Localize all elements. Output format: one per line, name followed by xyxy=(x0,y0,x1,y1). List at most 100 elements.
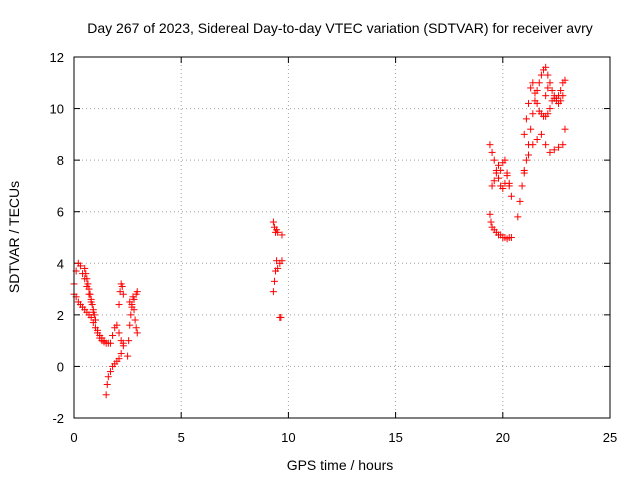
data-point xyxy=(559,141,567,149)
data-point xyxy=(561,125,569,133)
data-point xyxy=(102,391,110,399)
data-point xyxy=(542,63,550,71)
x-tick-label: 15 xyxy=(388,430,402,445)
data-point xyxy=(106,368,114,376)
data-point xyxy=(514,213,522,221)
data-point xyxy=(520,166,528,174)
data-point xyxy=(492,169,500,177)
data-point xyxy=(119,290,127,298)
y-tick-labels: -2 0 2 4 6 8 10 12 xyxy=(50,50,64,426)
data-point xyxy=(548,87,556,95)
data-point xyxy=(118,282,126,290)
data-point xyxy=(525,151,533,159)
data-point xyxy=(87,295,95,303)
data-point xyxy=(544,110,552,118)
data-point xyxy=(490,177,498,185)
data-point xyxy=(133,329,141,337)
data-point xyxy=(277,313,285,321)
data-point xyxy=(131,316,139,324)
data-point xyxy=(544,71,552,79)
y-tick-label: 0 xyxy=(57,359,64,374)
data-point xyxy=(84,280,92,288)
data-point xyxy=(488,182,496,190)
y-tick-label: 12 xyxy=(50,50,64,65)
y-tick-label: 6 xyxy=(57,205,64,220)
data-point xyxy=(85,285,93,293)
x-tick-label: 10 xyxy=(281,430,295,445)
data-point xyxy=(109,331,117,339)
data-point xyxy=(503,169,511,177)
data-point xyxy=(278,231,286,239)
data-point xyxy=(546,105,554,113)
data-point xyxy=(127,311,135,319)
data-point xyxy=(497,166,505,174)
data-point xyxy=(126,298,134,306)
data-point xyxy=(550,146,558,154)
data-point xyxy=(546,79,554,87)
x-tick-label: 5 xyxy=(178,430,185,445)
data-point xyxy=(88,301,96,309)
data-point xyxy=(117,350,125,358)
data-point xyxy=(507,192,515,200)
data-point xyxy=(270,277,278,285)
data-point xyxy=(126,321,134,329)
data-point xyxy=(113,321,121,329)
data-point xyxy=(86,290,94,298)
data-point xyxy=(133,288,141,296)
data-point xyxy=(495,174,503,182)
data-point xyxy=(124,352,132,360)
data-point xyxy=(529,141,537,149)
y-tick-label: -2 xyxy=(52,411,64,426)
data-point xyxy=(486,210,494,218)
data-point xyxy=(486,141,494,149)
chart-title: Day 267 of 2023, Sidereal Day-to-day VTE… xyxy=(87,20,593,36)
data-point xyxy=(495,161,503,169)
plot-frame xyxy=(73,56,611,419)
data-point xyxy=(106,339,114,347)
data-point xyxy=(119,339,127,347)
data-point xyxy=(516,197,524,205)
x-tick-label: 25 xyxy=(603,430,617,445)
data-point xyxy=(542,92,550,100)
data-point xyxy=(488,148,496,156)
data-point xyxy=(522,115,530,123)
x-axis-label: GPS time / hours xyxy=(287,457,394,473)
data-point xyxy=(130,295,138,303)
data-point xyxy=(115,329,123,337)
data-point xyxy=(544,84,552,92)
data-point xyxy=(487,218,495,226)
data-point xyxy=(505,179,513,187)
data-point xyxy=(518,182,526,190)
data-points xyxy=(70,63,569,399)
data-point xyxy=(104,373,112,381)
data-point xyxy=(561,76,569,84)
y-tick-label: 2 xyxy=(57,308,64,323)
data-point xyxy=(269,218,277,226)
data-point xyxy=(128,303,136,311)
data-point xyxy=(537,71,545,79)
data-point xyxy=(490,156,498,164)
data-point xyxy=(527,84,535,92)
data-point xyxy=(531,89,539,97)
data-point xyxy=(132,324,140,332)
data-point xyxy=(529,110,537,118)
x-tick-label: 20 xyxy=(496,430,510,445)
y-tick-label: 10 xyxy=(50,102,64,117)
data-point xyxy=(89,306,97,314)
data-point xyxy=(115,355,123,363)
data-point xyxy=(555,143,563,151)
y-axis-label: SDTVAR / TECUs xyxy=(6,181,22,293)
x-tick-labels: 0 5 10 15 20 25 xyxy=(70,430,617,445)
data-point xyxy=(527,125,535,133)
data-point xyxy=(557,87,565,95)
data-point xyxy=(103,380,111,388)
data-point xyxy=(125,337,133,345)
data-point xyxy=(525,99,533,107)
data-point xyxy=(535,79,543,87)
data-point xyxy=(76,262,84,270)
data-point xyxy=(91,316,99,324)
data-point xyxy=(82,270,90,278)
data-point xyxy=(90,311,98,319)
data-point xyxy=(533,99,541,107)
